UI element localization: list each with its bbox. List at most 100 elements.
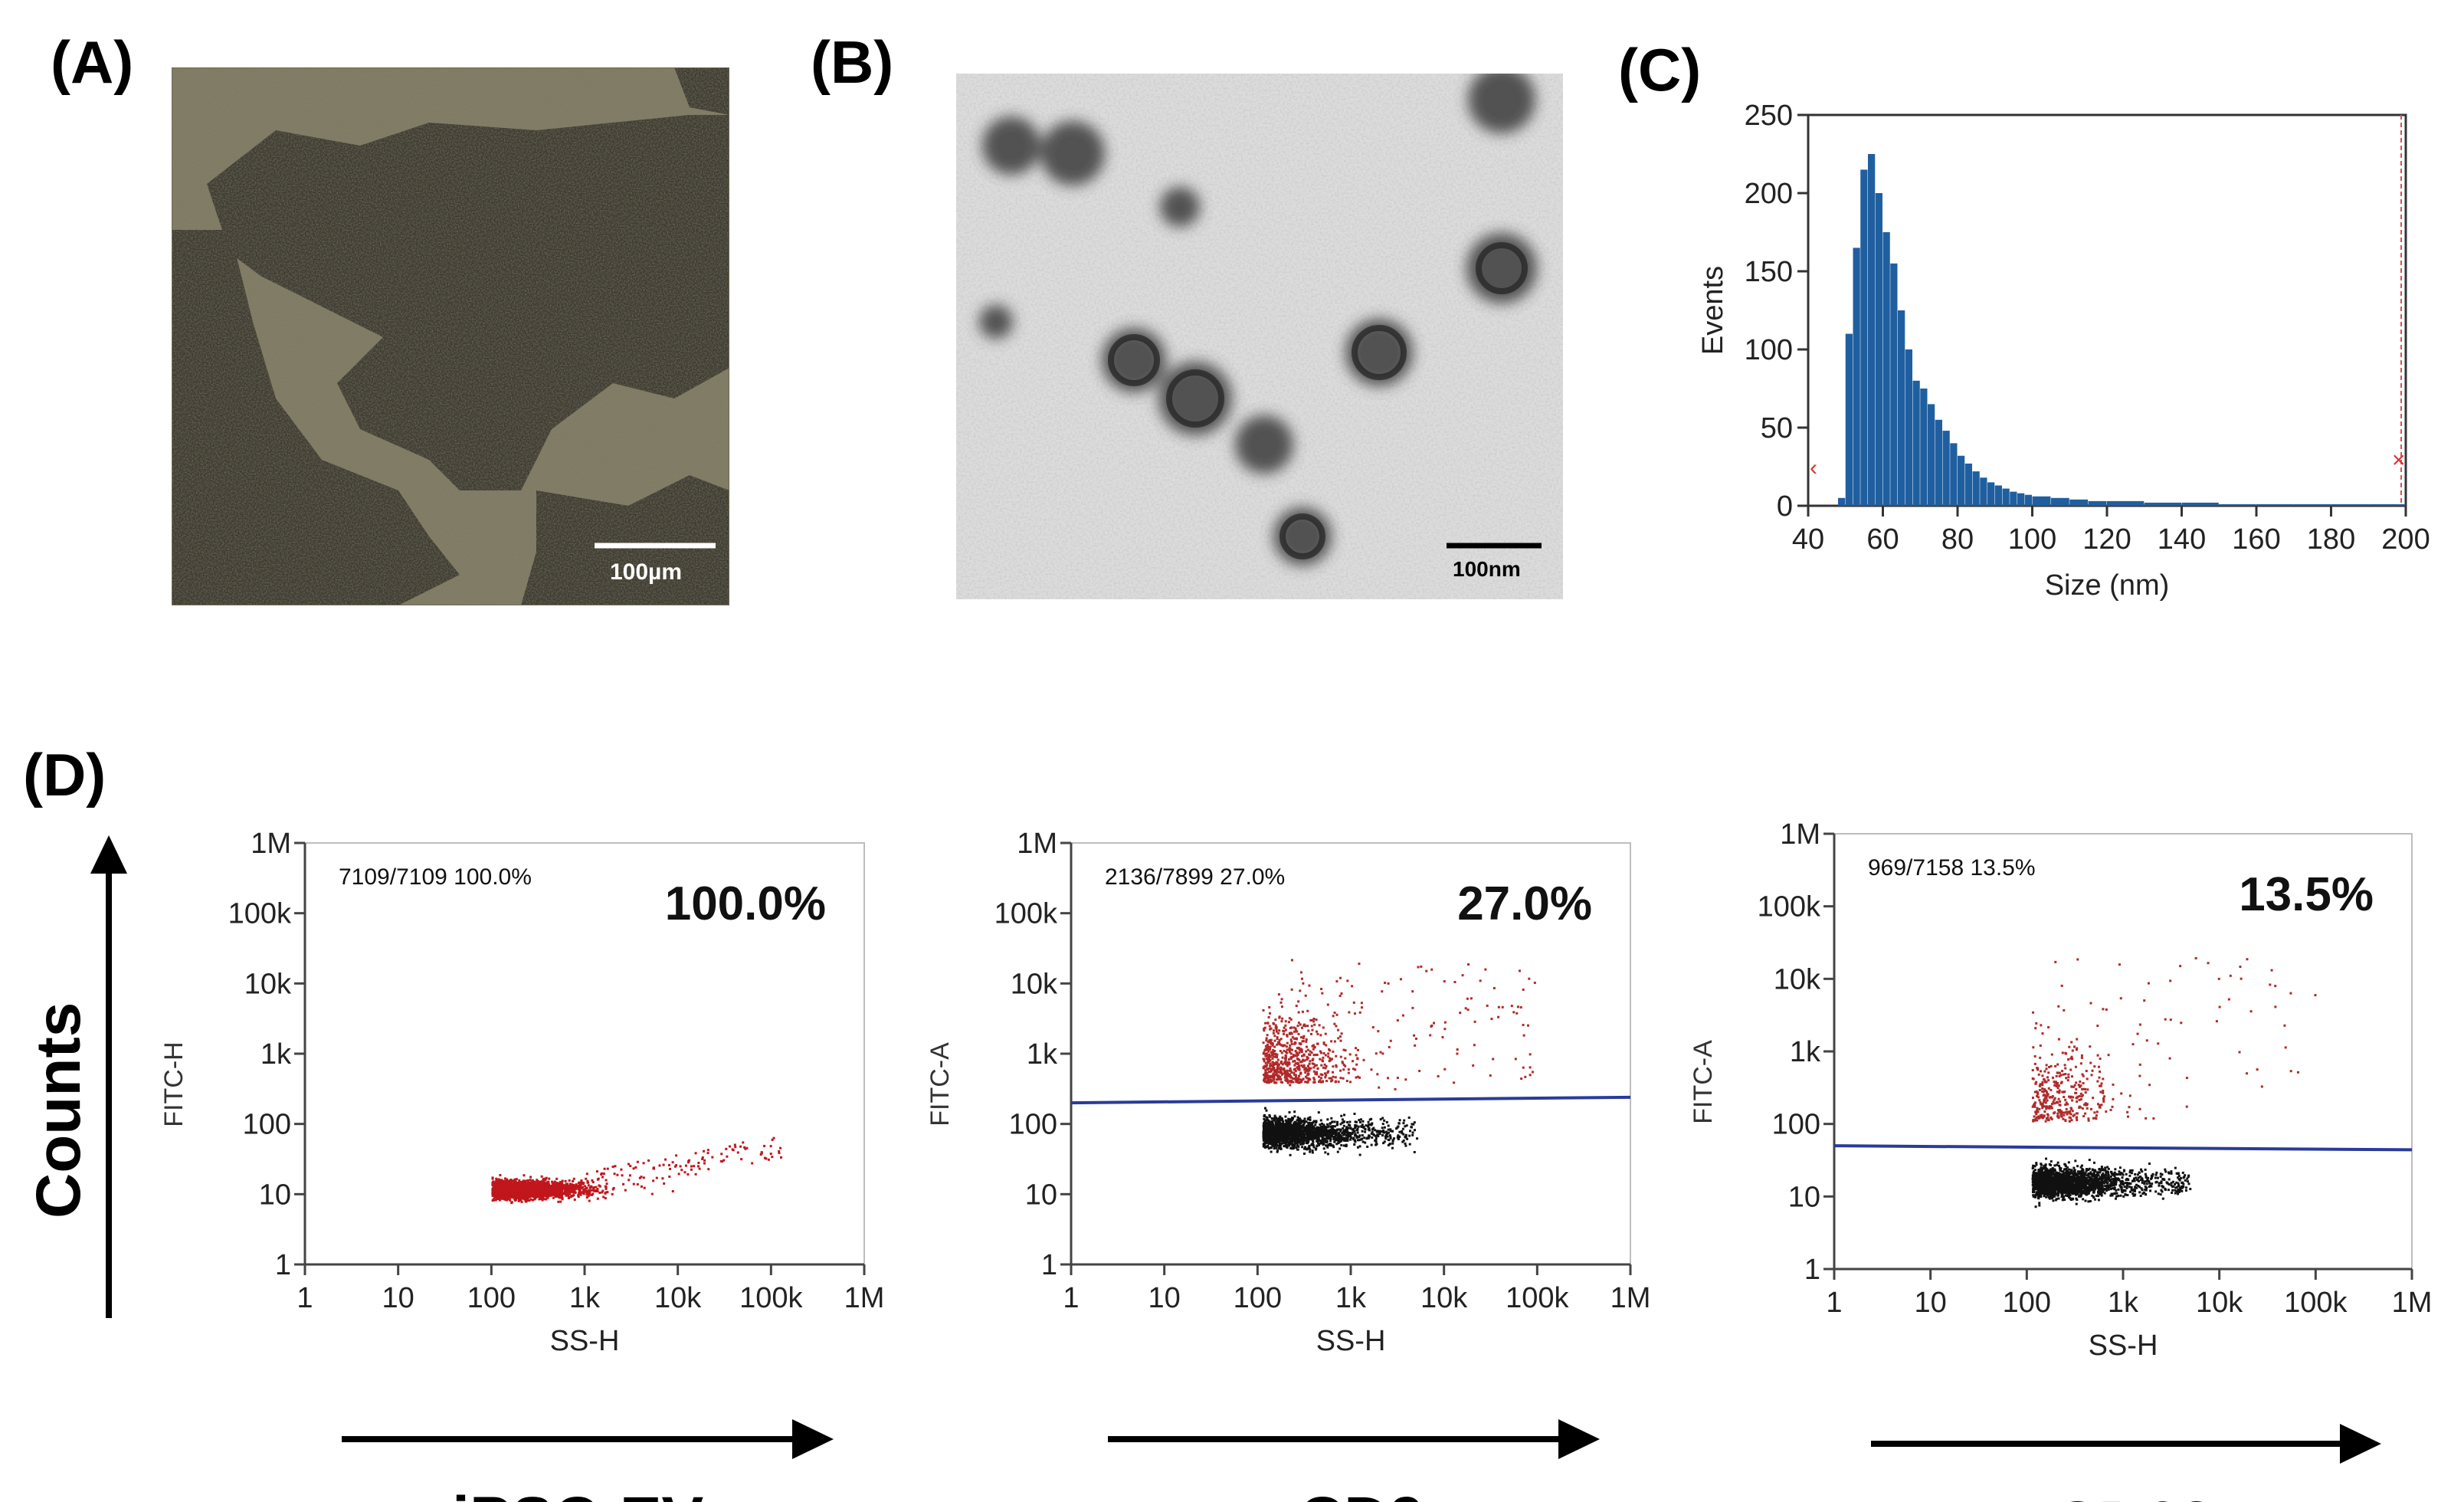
y-tick-label: 100k <box>1758 891 1821 923</box>
x-tick-label: 80 <box>1941 523 1974 556</box>
x-tick-label: 1 <box>1063 1282 1079 1314</box>
histogram-bar <box>1958 455 1965 506</box>
scale-bar-a-label: 100µm <box>610 559 682 585</box>
x-tick-label: 1k <box>1335 1282 1367 1314</box>
histogram-bar <box>2181 502 2219 506</box>
x-tick-label: 10 <box>382 1282 414 1314</box>
x-tick-label: 100 <box>1234 1282 1282 1314</box>
histogram-bar <box>1980 477 1987 506</box>
gate-count-text: 2136/7899 27.0% <box>1105 864 1285 890</box>
histogram-bar <box>2368 503 2398 506</box>
x-tick-label: 100 <box>467 1282 516 1314</box>
y-tick-label: 1k <box>1790 1036 1821 1068</box>
x-axis-title: SS-H <box>550 1325 620 1357</box>
tem-image <box>956 74 1563 599</box>
flow-plot-ipsc-evs: 1 10 100 1k 10k 100k 1M 1 10 100 1k 10k 100k 1M SS-H FI… <box>159 828 884 1502</box>
histogram-bar <box>1845 333 1853 506</box>
bottom-label: iPSC-EVs <box>452 1484 739 1502</box>
y-tick-label: 1 <box>1041 1249 1057 1281</box>
event-dots <box>1262 959 1536 1156</box>
x-tick-label: 40 <box>1792 523 1824 556</box>
x-tick-label: 180 <box>2307 523 2355 556</box>
x-tick-label: 160 <box>2232 523 2280 556</box>
x-tick-label: 100 <box>2003 1287 2051 1319</box>
y-axis-title: FITC-A <box>1689 1040 1718 1124</box>
y-axis-title: FITC-A <box>926 1042 955 1126</box>
histogram-bar <box>1920 389 1928 506</box>
histogram-bar <box>1875 193 1882 506</box>
y-tick-label: 1M <box>251 828 291 860</box>
x-tick-label: 1M <box>844 1282 885 1314</box>
histogram-bar <box>2032 496 2051 506</box>
bottom-arrow-head <box>1558 1419 1600 1459</box>
bottom-label: CD9 <box>1299 1484 1424 1502</box>
histogram-bar <box>2002 488 2010 506</box>
histogram-bar <box>1912 380 1920 506</box>
x-tick-label: 200 <box>2381 523 2430 556</box>
gate-count-text: 969/7158 13.5% <box>1868 855 2036 881</box>
x-tick-label: 100k <box>1506 1282 1569 1314</box>
size-histogram: ‹ × 0 50 100 150 200 250 40 60 80 100 120 140 160 180 20… <box>1697 100 2430 602</box>
y-axis-title: FITC-H <box>159 1041 188 1126</box>
histogram-bar <box>2256 503 2294 506</box>
panel-c-label: (C) <box>1618 36 1701 103</box>
x-tick-label: 140 <box>2158 523 2206 556</box>
percent-positive: 27.0% <box>1457 877 1592 930</box>
y-tick-label: 10 <box>1788 1181 1820 1213</box>
y-tick-label: 1k <box>1027 1038 1058 1071</box>
y-tick-label: 10k <box>1774 963 1821 995</box>
gate-marker-left: ‹ <box>1810 455 1817 480</box>
bottom-arrow-head <box>2340 1424 2381 1464</box>
y-axis-title: Events <box>1697 266 1729 355</box>
percent-positive: 13.5% <box>2239 868 2374 921</box>
y-tick-label: 100k <box>994 898 1058 930</box>
x-axis-title: SS-H <box>2089 1330 2158 1362</box>
histogram-bar <box>2107 500 2145 506</box>
y-tick-label: 10k <box>1011 968 1058 1000</box>
histogram-bar <box>2293 503 2331 506</box>
bottom-arrow-head <box>792 1419 834 1459</box>
event-dots <box>2031 956 2317 1208</box>
histogram-bar <box>1860 169 1868 506</box>
y-tick-label: 100 <box>1772 1109 1820 1141</box>
x-tick-label: 100k <box>739 1282 803 1314</box>
x-tick-label: 120 <box>2082 523 2131 556</box>
x-tick-label: 10 <box>1915 1287 1947 1319</box>
panel-d-label: (D) <box>23 741 106 808</box>
x-axis-title: Size (nm) <box>2045 569 2170 602</box>
scale-bar-b-label: 100nm <box>1453 557 1521 581</box>
y-tick-label: 0 <box>1777 490 1793 523</box>
x-tick-label: 1 <box>1826 1287 1842 1319</box>
x-tick-label: 1M <box>1610 1282 1651 1314</box>
histogram-bar <box>1838 497 1846 506</box>
gate-marker-right: × <box>2392 448 2406 473</box>
y-tick-label: 1 <box>275 1249 291 1281</box>
histogram-bar <box>2050 497 2069 506</box>
x-tick-label: 10k <box>1420 1282 1468 1314</box>
x-tick-label: 10k <box>654 1282 702 1314</box>
histogram-bar <box>1882 232 1890 506</box>
histogram-bar <box>2010 491 2017 506</box>
histogram-bar <box>2088 500 2107 506</box>
x-tick-label: 1k <box>2108 1287 2139 1319</box>
histogram-bar <box>2398 503 2406 506</box>
histogram-bar <box>1972 471 1980 506</box>
x-tick-label: 60 <box>1866 523 1899 556</box>
histogram-bar <box>1890 263 1898 506</box>
gate-count-text: 7109/7109 100.0% <box>339 864 532 890</box>
x-tick-label: 10 <box>1148 1282 1181 1314</box>
x-tick-label: 10k <box>2196 1287 2243 1319</box>
histogram-bar <box>1964 463 1972 506</box>
y-tick-label: 100 <box>1745 334 1793 366</box>
x-tick-label: 100 <box>2008 523 2056 556</box>
histogram-bar <box>1950 443 1958 506</box>
y-tick-label: 100 <box>243 1109 291 1141</box>
panel-a-label: (A) <box>51 28 133 96</box>
histogram-bar <box>1928 404 1935 506</box>
x-tick-label: 1k <box>569 1282 601 1314</box>
histogram-bar <box>1994 485 2002 506</box>
histogram-bar <box>2069 499 2089 506</box>
gate-line <box>1070 1095 1631 1105</box>
flow-plot-cd9: 1 10 100 1k 10k 100k 1M 1 10 100 1k 10k 100k 1M SS-H FI… <box>926 828 1650 1502</box>
